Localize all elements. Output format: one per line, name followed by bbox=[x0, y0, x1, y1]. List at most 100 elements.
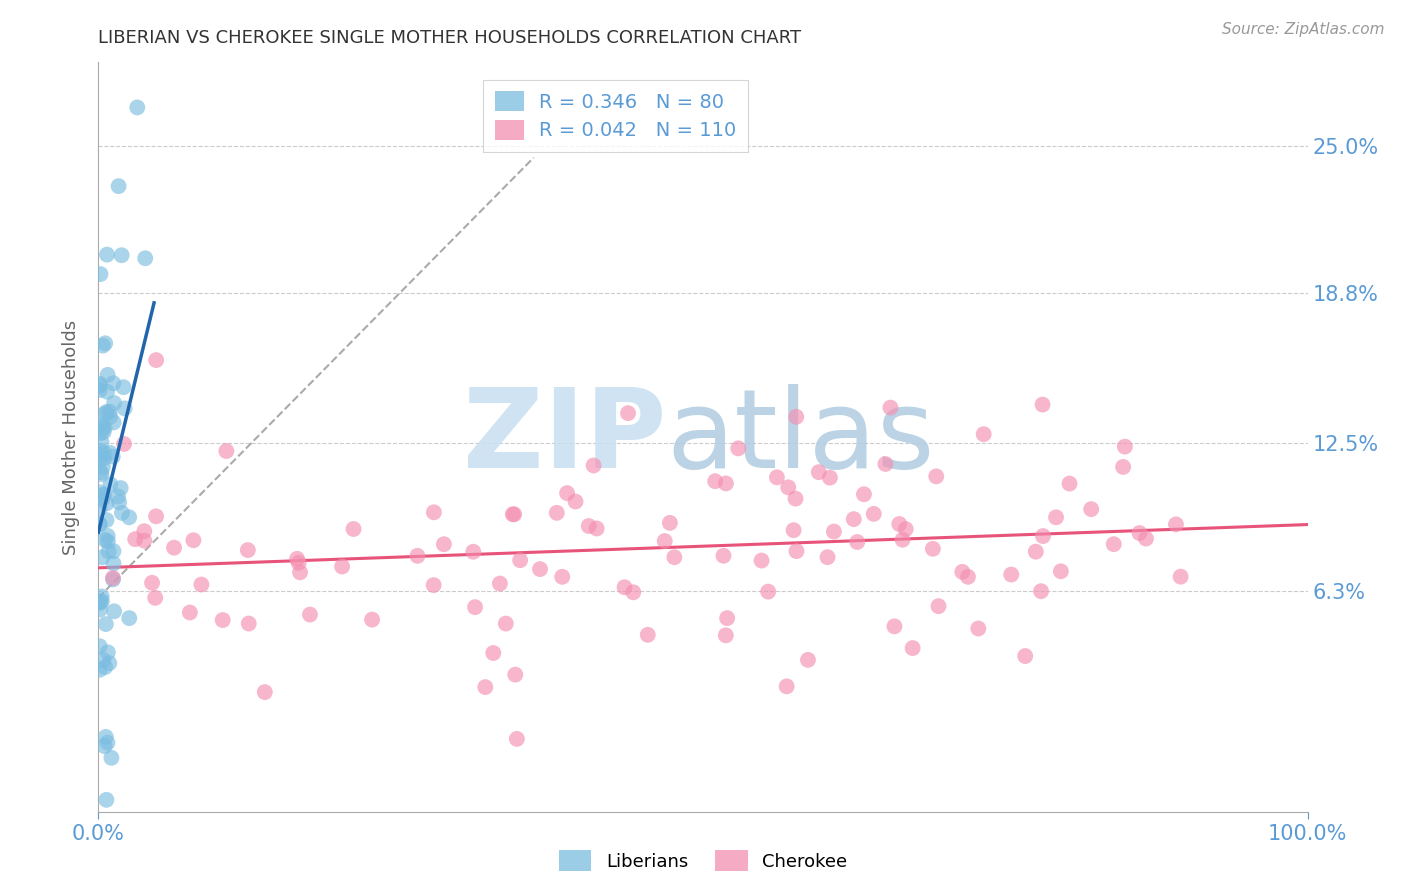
Legend: R = 0.346   N = 80, R = 0.042   N = 110: R = 0.346 N = 80, R = 0.042 N = 110 bbox=[484, 79, 748, 152]
Point bbox=[1059, 476, 1081, 491]
Point bbox=[103, 557, 125, 571]
Point bbox=[1112, 459, 1135, 474]
Point bbox=[96, 247, 118, 261]
Point bbox=[551, 570, 574, 584]
Point bbox=[90, 594, 112, 608]
Point bbox=[1135, 532, 1157, 546]
Point bbox=[89, 376, 111, 391]
Point bbox=[782, 523, 804, 537]
Point bbox=[215, 444, 238, 458]
Point bbox=[183, 533, 205, 548]
Point bbox=[564, 494, 586, 508]
Point bbox=[93, 739, 115, 753]
Point bbox=[288, 566, 311, 580]
Point bbox=[179, 606, 201, 620]
Point bbox=[107, 490, 129, 504]
Point bbox=[143, 591, 166, 605]
Point bbox=[111, 506, 134, 520]
Point bbox=[114, 401, 136, 416]
Point bbox=[90, 426, 112, 441]
Point bbox=[100, 477, 122, 491]
Point bbox=[110, 481, 132, 495]
Point bbox=[101, 573, 124, 587]
Point bbox=[422, 578, 444, 592]
Point bbox=[891, 533, 914, 547]
Point bbox=[89, 501, 111, 516]
Point bbox=[842, 512, 865, 526]
Point bbox=[463, 545, 485, 559]
Point bbox=[101, 571, 124, 585]
Point bbox=[96, 793, 118, 807]
Point bbox=[97, 534, 120, 549]
Point bbox=[950, 565, 973, 579]
Point bbox=[127, 100, 149, 114]
Point bbox=[91, 417, 114, 432]
Point bbox=[91, 338, 114, 352]
Text: ZIP: ZIP bbox=[464, 384, 666, 491]
Point bbox=[751, 553, 773, 567]
Point bbox=[98, 656, 121, 670]
Point bbox=[713, 549, 735, 563]
Point bbox=[90, 590, 112, 604]
Point bbox=[1014, 648, 1036, 663]
Point bbox=[889, 516, 911, 531]
Point bbox=[91, 491, 114, 506]
Point bbox=[134, 533, 156, 548]
Point bbox=[582, 458, 605, 473]
Point bbox=[89, 378, 111, 392]
Point bbox=[818, 470, 841, 484]
Point bbox=[1170, 569, 1192, 583]
Point bbox=[797, 653, 820, 667]
Point bbox=[285, 551, 308, 566]
Point bbox=[482, 646, 505, 660]
Point bbox=[190, 577, 212, 591]
Point bbox=[637, 628, 659, 642]
Point bbox=[96, 736, 118, 750]
Point bbox=[489, 576, 512, 591]
Point bbox=[134, 524, 156, 539]
Point bbox=[621, 585, 644, 599]
Point bbox=[1029, 584, 1052, 599]
Point bbox=[495, 616, 517, 631]
Point bbox=[103, 376, 125, 391]
Legend: Liberians, Cherokee: Liberians, Cherokee bbox=[551, 843, 855, 879]
Point bbox=[785, 409, 807, 424]
Point bbox=[617, 406, 640, 420]
Point bbox=[342, 522, 364, 536]
Point bbox=[90, 467, 112, 482]
Point bbox=[817, 550, 839, 565]
Point bbox=[778, 480, 800, 494]
Point bbox=[100, 751, 122, 765]
Point bbox=[89, 663, 111, 677]
Point bbox=[852, 487, 875, 501]
Point bbox=[94, 660, 117, 674]
Point bbox=[94, 336, 117, 351]
Point bbox=[98, 409, 121, 424]
Point bbox=[433, 537, 456, 551]
Point bbox=[727, 442, 749, 456]
Point bbox=[785, 491, 807, 506]
Point bbox=[97, 544, 120, 558]
Point bbox=[474, 680, 496, 694]
Point bbox=[238, 616, 260, 631]
Point bbox=[89, 596, 111, 610]
Point bbox=[1025, 544, 1047, 558]
Point bbox=[103, 604, 125, 618]
Point bbox=[875, 457, 897, 471]
Point bbox=[973, 427, 995, 442]
Point bbox=[96, 513, 118, 527]
Point bbox=[89, 267, 111, 281]
Point bbox=[107, 179, 129, 194]
Point bbox=[823, 524, 845, 539]
Point bbox=[98, 404, 121, 418]
Point bbox=[509, 553, 531, 567]
Point bbox=[94, 730, 117, 744]
Point bbox=[89, 383, 111, 397]
Point bbox=[89, 448, 111, 462]
Point bbox=[89, 516, 111, 531]
Point bbox=[89, 517, 111, 532]
Point bbox=[118, 510, 141, 524]
Point bbox=[91, 420, 114, 434]
Point bbox=[766, 470, 789, 484]
Point bbox=[423, 505, 446, 519]
